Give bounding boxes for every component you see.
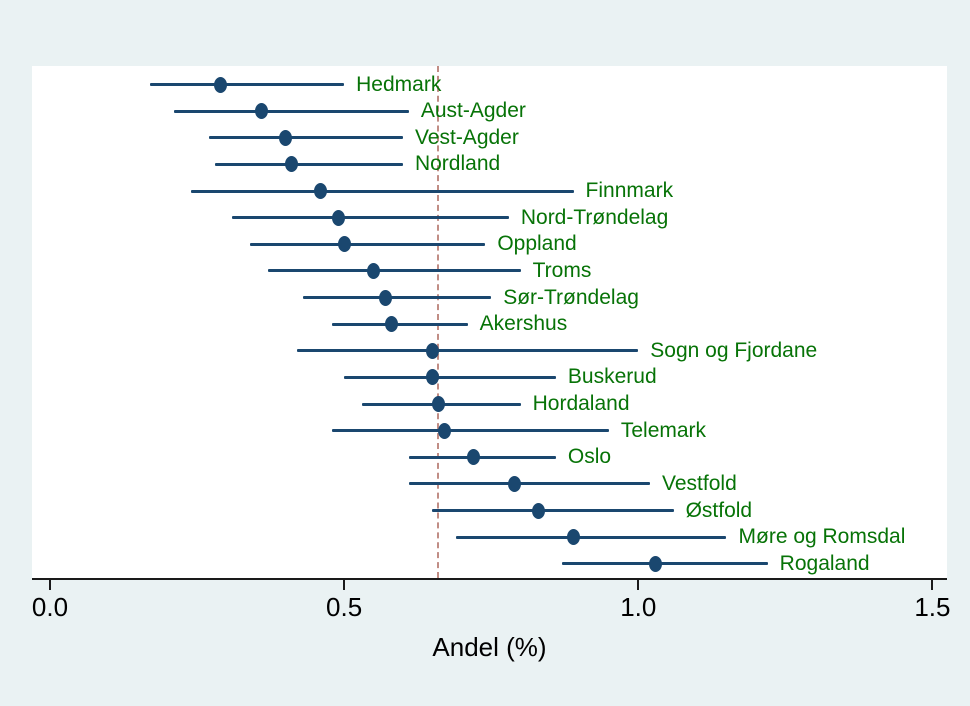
county-label: Akershus — [479, 312, 568, 336]
point-marker — [649, 555, 663, 572]
point-marker — [284, 156, 298, 173]
ci-line — [408, 482, 651, 486]
county-label: Møre og Romsdal — [738, 525, 906, 549]
x-tick-label: 1.5 — [914, 592, 951, 622]
ci-line — [561, 562, 768, 566]
county-label: Sogn og Fjordane — [650, 338, 818, 362]
x-tick-label: 1.0 — [620, 592, 657, 622]
point-marker — [531, 502, 545, 519]
ci-line — [297, 349, 639, 353]
county-label: Vestfold — [662, 471, 737, 495]
county-label: Oppland — [497, 232, 577, 256]
ci-line — [408, 455, 556, 459]
reference-line — [437, 66, 440, 578]
county-label: Hordaland — [532, 392, 630, 416]
x-axis-line — [32, 578, 947, 580]
x-tick — [343, 580, 346, 590]
plot-area: Hedmark Aust-Agder Vest-Agder Nordland Finnm… — [32, 66, 947, 578]
ci-line — [344, 375, 556, 379]
county-label: Aust-Agder — [420, 99, 526, 123]
point-marker — [331, 209, 345, 226]
point-marker — [508, 475, 522, 492]
point-marker — [431, 396, 445, 413]
county-label: Buskerud — [567, 365, 657, 389]
ci-line — [208, 136, 403, 140]
county-label: Troms — [532, 258, 592, 282]
county-label: Telemark — [620, 418, 707, 442]
point-marker — [467, 449, 481, 466]
point-marker — [378, 289, 392, 306]
ci-line — [332, 322, 468, 326]
x-tick-label: 0.0 — [31, 592, 69, 622]
point-marker — [437, 422, 451, 439]
point-marker — [337, 236, 351, 253]
point-marker — [367, 262, 381, 279]
x-axis-title: Andel (%) — [432, 632, 547, 662]
point-marker — [567, 529, 581, 546]
point-marker — [278, 129, 292, 146]
ci-line — [191, 189, 574, 193]
x-tick — [49, 580, 51, 590]
county-label: Nordland — [414, 152, 501, 176]
point-marker — [425, 342, 439, 359]
x-tick-label: 0.5 — [326, 592, 363, 622]
county-label: Østfold — [685, 498, 753, 522]
county-label: Vest-Agder — [414, 125, 519, 149]
point-marker — [314, 183, 328, 200]
ci-line — [332, 429, 609, 433]
ci-line — [232, 216, 509, 220]
point-marker — [425, 369, 439, 386]
ci-line — [267, 269, 521, 273]
county-label: Oslo — [567, 445, 612, 469]
ci-line — [250, 242, 486, 246]
ci-line — [173, 109, 409, 113]
x-tick — [637, 580, 640, 590]
county-label: Finnmark — [585, 179, 674, 203]
county-label: Rogaland — [779, 551, 870, 575]
point-marker — [214, 76, 228, 93]
ci-line — [455, 535, 727, 539]
ci-line — [302, 296, 492, 300]
county-label: Sør-Trøndelag — [503, 285, 639, 309]
ci-line — [432, 509, 674, 513]
ci-line — [150, 83, 345, 86]
point-marker — [384, 316, 398, 333]
point-marker — [255, 103, 269, 120]
ci-line — [214, 162, 403, 166]
county-label: Hedmark — [356, 72, 442, 96]
x-tick — [931, 580, 934, 590]
county-label: Nord-Trøndelag — [520, 205, 669, 229]
